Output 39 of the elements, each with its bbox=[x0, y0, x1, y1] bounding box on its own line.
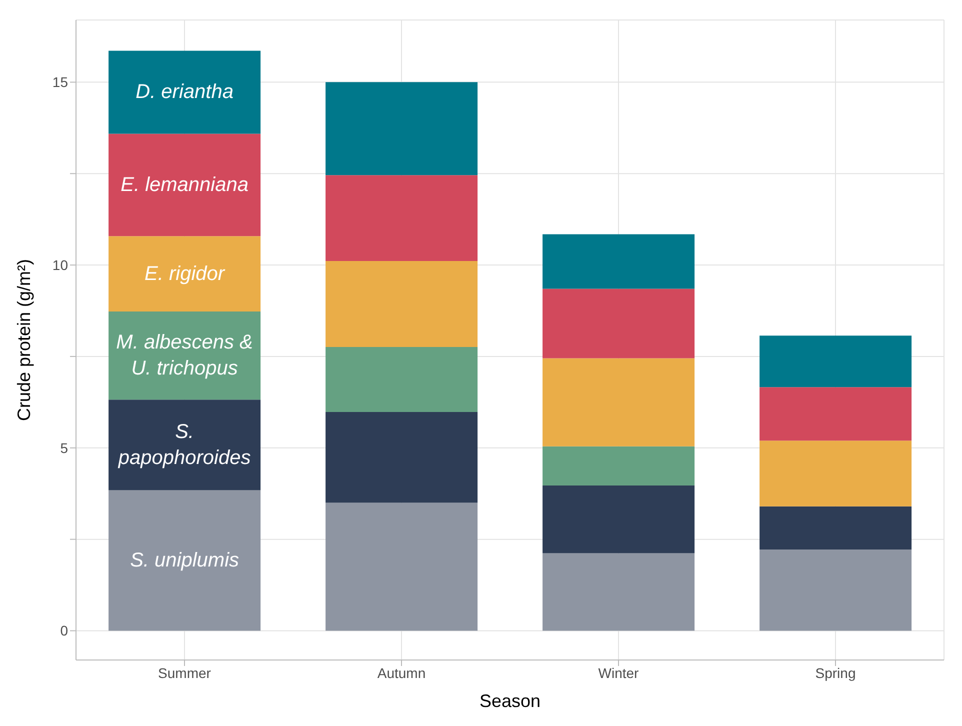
bar bbox=[108, 236, 261, 312]
bar bbox=[108, 400, 261, 490]
bar bbox=[108, 50, 261, 134]
bar bbox=[326, 412, 478, 503]
bar bbox=[326, 82, 478, 176]
bar bbox=[542, 446, 695, 486]
bar bbox=[326, 502, 478, 631]
bar bbox=[108, 134, 261, 236]
series-label: S. papophoroides bbox=[117, 420, 251, 469]
bar bbox=[326, 261, 478, 347]
y-tick-label: 15 bbox=[52, 74, 68, 90]
bar bbox=[108, 311, 261, 400]
bar bbox=[326, 346, 478, 412]
bar bbox=[542, 234, 695, 289]
y-tick-label: 10 bbox=[52, 257, 68, 273]
series-label: E. lemanniana bbox=[120, 174, 248, 196]
y-tick-label: 5 bbox=[60, 440, 68, 456]
x-tick-label: Summer bbox=[158, 664, 212, 681]
y-axis-title: Crude protein (g/m²) bbox=[14, 258, 34, 422]
bar bbox=[760, 550, 912, 631]
bar bbox=[542, 486, 695, 554]
bar bbox=[760, 440, 912, 506]
x-axis-title: Season bbox=[479, 690, 541, 711]
bar bbox=[760, 387, 912, 441]
series-label: E. rigidor bbox=[144, 262, 226, 285]
bar bbox=[108, 490, 261, 631]
series-label: S. uniplumis bbox=[130, 550, 240, 572]
x-tick-label: Spring bbox=[815, 664, 856, 681]
x-tick-label: Winter bbox=[598, 664, 640, 681]
bar bbox=[760, 336, 912, 388]
x-tick-label: Autumn bbox=[377, 664, 426, 681]
y-tick-label: 0 bbox=[60, 622, 68, 639]
series-label: M. albescens & U. trichopus bbox=[116, 332, 253, 380]
bar bbox=[542, 358, 695, 446]
bar bbox=[542, 288, 695, 358]
bar bbox=[542, 553, 695, 631]
bar bbox=[760, 506, 912, 550]
series-label: D. eriantha bbox=[136, 81, 234, 104]
bar bbox=[326, 175, 478, 262]
